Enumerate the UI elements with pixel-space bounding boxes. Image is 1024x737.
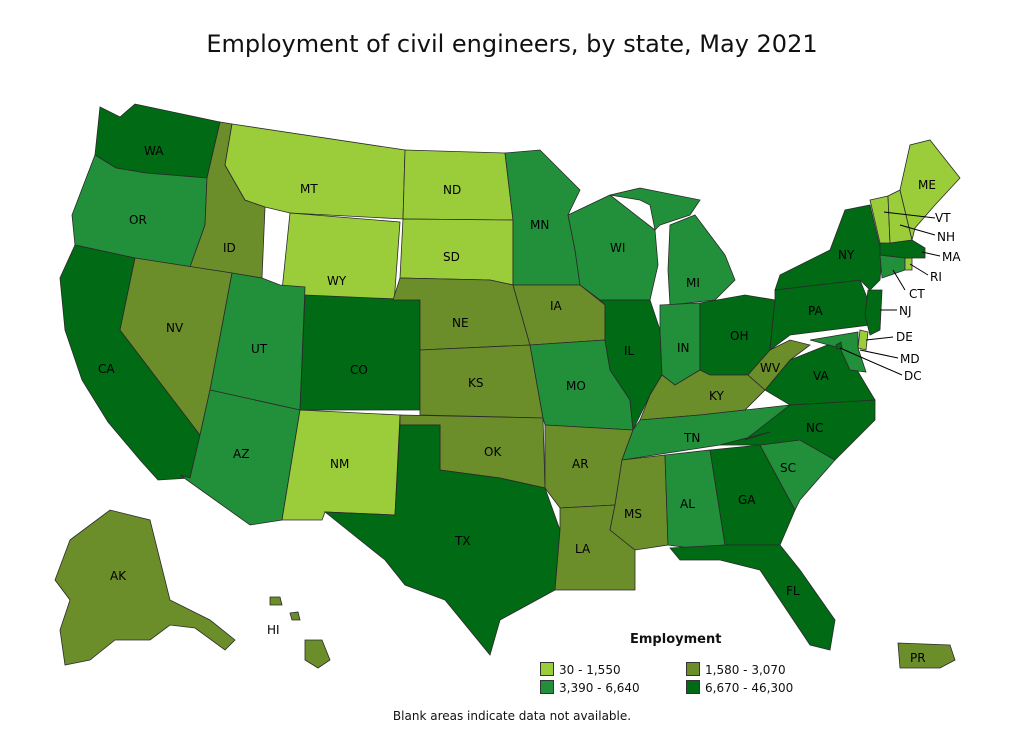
legend-item-tier-3: 3,390 - 6,640 [540,680,640,695]
state-ga[interactable] [709,444,796,546]
leader-vt [883,211,936,219]
label-ma: MA [942,250,961,264]
label-oh: OH [730,329,748,343]
legend-label: 3,390 - 6,640 [559,681,640,695]
state-me[interactable] [899,139,961,241]
label-wi: WI [610,241,625,255]
label-ky: KY [709,389,724,403]
label-nc: NC [806,421,823,435]
legend-item-tier-2: 1,580 - 3,070 [686,662,786,677]
label-vt: VT [935,211,951,225]
state-mi[interactable] [609,187,701,231]
leader-ma [921,251,941,257]
state-fl[interactable] [669,544,836,651]
label-co: CO [350,363,368,377]
state-dc[interactable] [835,341,843,350]
leader-dc [839,347,903,376]
label-mt: MT [300,182,318,196]
label-sc: SC [780,461,796,475]
label-nd: ND [443,183,461,197]
legend-item-tier-4: 6,670 - 46,300 [686,680,793,695]
legend-item-tier-1: 30 - 1,550 [540,662,621,677]
label-pa: PA [808,304,823,318]
state-hi-3[interactable] [289,611,301,621]
label-tn: TN [683,431,700,445]
label-id: ID [223,241,236,255]
state-co[interactable] [299,294,421,411]
label-in: IN [677,341,690,355]
label-ct: CT [909,287,925,301]
label-il: IL [624,344,635,358]
state-ak[interactable] [54,509,236,666]
label-mn: MN [530,218,549,232]
label-tx: TX [454,534,471,548]
label-md: MD [900,352,920,366]
legend-swatch [540,680,554,694]
label-ks: KS [468,376,484,390]
label-wa: WA [144,144,164,158]
label-va: VA [813,369,829,383]
label-ca: CA [98,362,115,376]
label-ny: NY [838,248,855,262]
leader-nh [899,224,936,236]
label-sd: SD [443,250,460,264]
label-dc: DC [904,369,922,383]
legend-swatch [686,680,700,694]
label-ne: NE [452,316,469,330]
label-la: LA [575,542,591,556]
label-az: AZ [233,447,249,461]
legend-title: Employment [630,632,722,647]
footnote: Blank areas indicate data not available. [392,709,632,723]
legend-label: 6,670 - 46,300 [705,681,794,695]
label-nv: NV [166,321,184,335]
state-de[interactable] [857,329,869,351]
legend-label: 1,580 - 3,070 [705,663,786,677]
label-ri: RI [930,270,942,284]
label-ia: IA [550,299,563,313]
label-ga: GA [738,493,756,507]
label-ut: UT [251,342,268,356]
label-wv: WV [760,361,781,375]
state-mi-lower[interactable] [667,214,736,306]
label-nj: NJ [899,304,912,318]
label-or: OR [129,213,147,227]
state-pa[interactable] [769,279,871,351]
state-hi[interactable] [304,639,331,669]
label-mo: MO [566,379,586,393]
map-title: Employment of civil engineers, by state,… [206,30,818,58]
label-ok: OK [484,445,502,459]
label-fl: FL [786,584,800,598]
leader-de [865,336,894,341]
state-nj[interactable] [864,289,883,336]
label-hi: HI [267,623,280,637]
label-al: AL [680,497,695,511]
label-nm: NM [330,457,349,471]
label-ak: AK [110,569,127,583]
label-mi: MI [686,276,700,290]
label-de: DE [896,330,913,344]
label-pr: PR [910,651,926,665]
label-nh: NH [937,230,955,244]
label-ms: MS [624,507,642,521]
leader-ri [909,263,929,276]
state-ma[interactable] [879,239,926,259]
state-tx[interactable] [323,424,561,656]
state-hi-2[interactable] [269,596,283,606]
leader-ct [892,269,906,291]
label-wy: WY [327,274,347,288]
state-ct[interactable] [879,254,906,279]
state-pr[interactable] [897,642,956,669]
legend-swatch [686,662,700,676]
leader-md [859,349,899,359]
label-me: ME [918,178,936,192]
legend-label: 30 - 1,550 [559,663,621,677]
legend-swatch [540,662,554,676]
label-ar: AR [572,457,589,471]
state-ny[interactable] [774,204,883,291]
